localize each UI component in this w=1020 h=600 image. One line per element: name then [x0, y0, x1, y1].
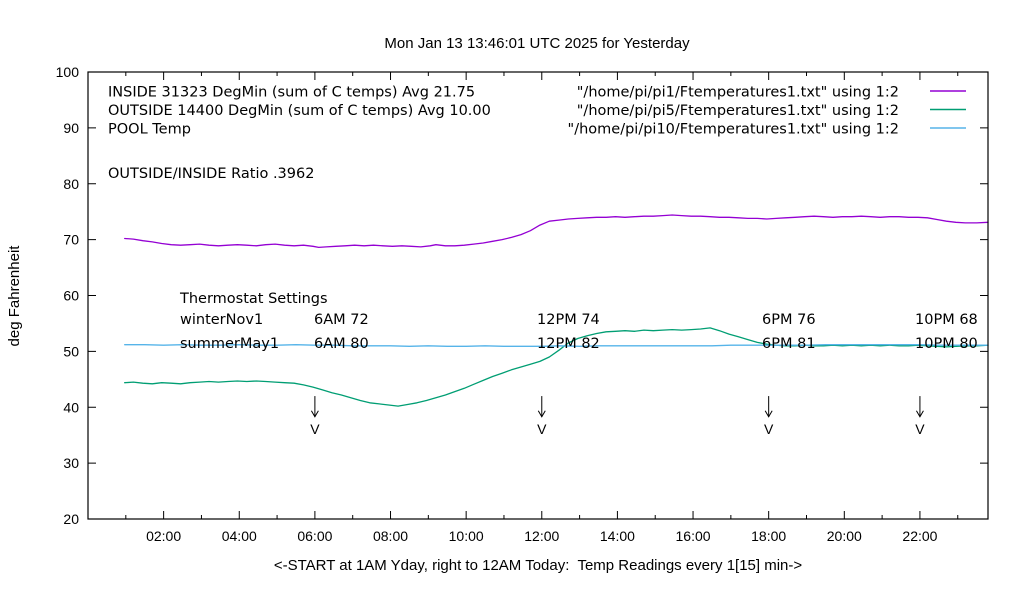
thermostat-summer-12pm: 12PM 82 [537, 336, 600, 352]
y-tick-label: 20 [63, 511, 79, 527]
thermostat-winter-12pm: 12PM 74 [537, 312, 600, 328]
arrow-v-glyph: V [915, 421, 925, 437]
y-tick-label: 80 [63, 176, 79, 192]
y-tick-label: 40 [63, 399, 79, 415]
x-tick-label: 22:00 [902, 528, 937, 544]
series-line-inside [124, 214, 989, 249]
legend-file-inside: "/home/pi/pi1/Ftemperatures1.txt" using … [577, 85, 899, 101]
ratio-label: OUTSIDE/INSIDE Ratio .3962 [108, 166, 314, 182]
plot-border [87, 71, 989, 520]
y-tick-label: 50 [63, 343, 79, 359]
x-tick-label: 10:00 [449, 528, 484, 544]
legend: INSIDE 31323 DegMin (sum of C temps) Avg… [108, 85, 966, 138]
setpoint-arrow: V [915, 396, 925, 437]
y-tick-label: 60 [63, 288, 79, 304]
x-tick-label: 02:00 [146, 528, 181, 544]
x-tick-label: 06:00 [297, 528, 332, 544]
y-tick-label: 90 [63, 120, 79, 136]
arrow-v-glyph: V [310, 421, 320, 437]
setpoint-arrow: V [310, 396, 320, 437]
x-tick-label: 14:00 [600, 528, 635, 544]
arrow-head [916, 410, 924, 418]
arrow-v-glyph: V [764, 421, 774, 437]
thermostat-row-summer-label: summerMay1 [180, 336, 279, 352]
x-tick-label: 12:00 [524, 528, 559, 544]
thermostat-winter-6pm: 6PM 76 [762, 312, 816, 328]
axis-ticks: 20 30 40 50 60 70 80 90 100 02:00 04:00 06:00 08:00 1… [56, 64, 988, 544]
y-axis-label: deg Fahrenheit [6, 245, 23, 347]
x-tick-label: 18:00 [751, 528, 786, 544]
setpoint-arrow: V [764, 396, 774, 437]
thermostat-summer-6am: 6AM 80 [314, 336, 369, 352]
thermostat-summer-6pm: 6PM 81 [762, 336, 816, 352]
thermostat-row-winter-label: winterNov1 [180, 312, 263, 328]
setpoint-arrow: V [537, 396, 547, 437]
legend-label-pool: POOL Temp [108, 122, 191, 138]
x-tick-label: 04:00 [222, 528, 257, 544]
legend-file-outside: "/home/pi/pi5/Ftemperatures1.txt" using … [577, 103, 899, 119]
y-tick-label: 100 [56, 64, 80, 80]
x-tick-label: 08:00 [373, 528, 408, 544]
chart-title: Mon Jan 13 13:46:01 UTC 2025 for Yesterd… [384, 35, 690, 52]
legend-label-outside: OUTSIDE 14400 DegMin (sum of C temps) Av… [108, 103, 491, 119]
x-tick-label: 16:00 [676, 528, 711, 544]
thermostat-title: Thermostat Settings [179, 291, 328, 307]
series-line-pool [124, 344, 989, 347]
x-tick-label: 20:00 [827, 528, 862, 544]
y-tick-label: 30 [63, 455, 79, 471]
arrow-head [310, 410, 319, 418]
series-lines [124, 214, 989, 407]
thermostat-settings: Thermostat Settings winterNov1 6AM 72 12… [179, 291, 978, 352]
thermostat-winter-10pm: 10PM 68 [915, 312, 978, 328]
legend-label-inside: INSIDE 31323 DegMin (sum of C temps) Avg… [108, 85, 475, 101]
y-tick-label: 70 [63, 232, 79, 248]
series-line-outside [124, 327, 989, 407]
arrow-head [537, 410, 546, 418]
legend-file-pool: "/home/pi/pi10/Ftemperatures1.txt" using… [568, 122, 899, 138]
thermostat-winter-6am: 6AM 72 [314, 312, 369, 328]
x-axis-label: <-START at 1AM Yday, right to 12AM Today… [274, 557, 803, 574]
thermostat-summer-10pm: 10PM 80 [915, 336, 978, 352]
arrow-v-glyph: V [537, 421, 547, 437]
arrow-head [764, 410, 773, 418]
